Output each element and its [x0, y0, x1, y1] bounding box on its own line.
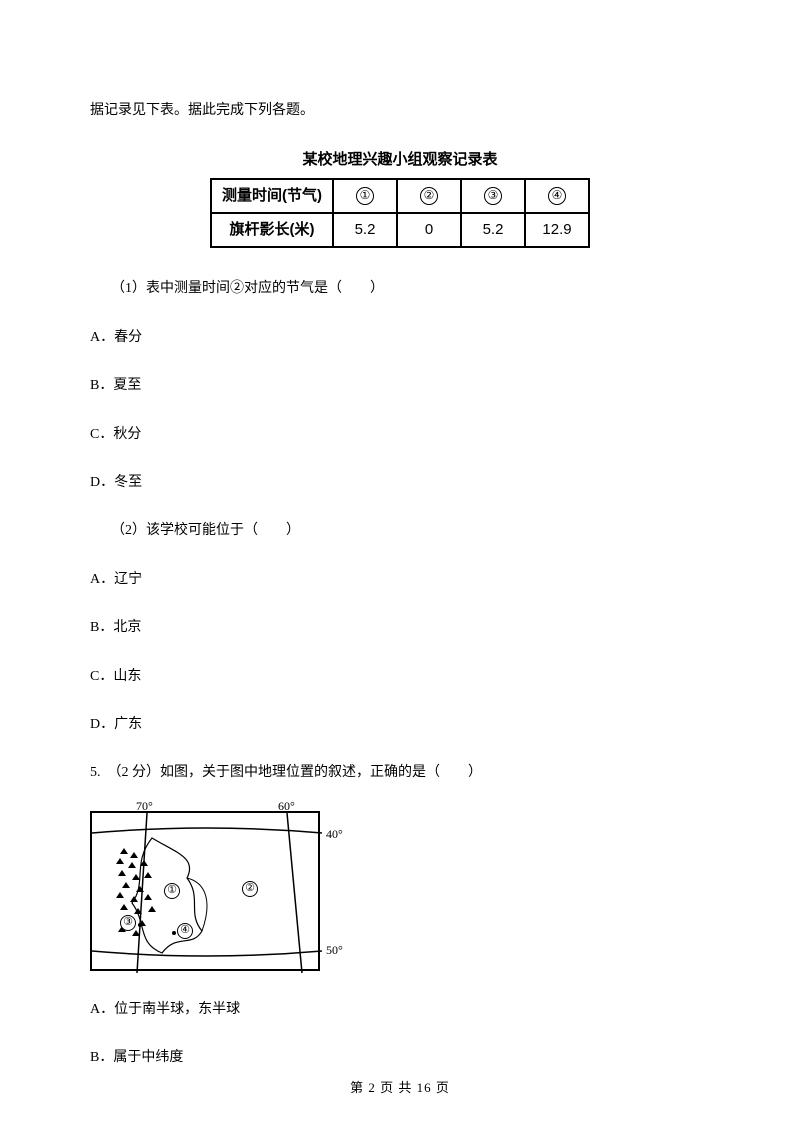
q2-stem: （2）该学校可能位于（ ）	[90, 520, 710, 542]
q1-opt-c: C．秋分	[90, 424, 710, 446]
q2-opt-c: C．山东	[90, 666, 710, 688]
val-3: 5.2	[461, 213, 525, 247]
col-4: ④	[525, 179, 589, 213]
map-mark-1: ①	[164, 883, 180, 899]
col-1: ①	[333, 179, 397, 213]
map-dot-3	[138, 923, 142, 927]
map-mark-3: ③	[120, 915, 136, 931]
lon-right-label: 60°	[278, 797, 295, 816]
map-figure: ① ② ③ ④ 70° 60° 40° 50°	[90, 811, 320, 971]
map-mark-4: ④	[177, 923, 193, 939]
table-title: 某校地理兴趣小组观察记录表	[90, 148, 710, 172]
lon-left-label: 70°	[136, 797, 153, 816]
q1-opt-d: D．冬至	[90, 472, 710, 494]
q5-stem: 5. （2 分）如图，关于图中地理位置的叙述，正确的是（ ）	[90, 762, 710, 784]
observation-table-wrap: 某校地理兴趣小组观察记录表 测量时间(节气) ① ② ③ ④ 旗杆影长(米) 5…	[90, 148, 710, 248]
intro-text: 据记录见下表。据此完成下列各题。	[90, 100, 710, 122]
observation-table: 测量时间(节气) ① ② ③ ④ 旗杆影长(米) 5.2 0 5.2 12.9	[210, 178, 590, 248]
val-4: 12.9	[525, 213, 589, 247]
map-dot-4	[172, 931, 176, 935]
q1-stem: （1）表中测量时间②对应的节气是（ ）	[90, 278, 710, 300]
page-footer: 第 2 页 共 16 页	[0, 1077, 800, 1096]
q5-opt-b: B．属于中纬度	[90, 1047, 710, 1069]
val-2: 0	[397, 213, 461, 247]
q1-opt-a: A．春分	[90, 327, 710, 349]
row1-label: 测量时间(节气)	[211, 179, 333, 213]
q2-opt-a: A．辽宁	[90, 569, 710, 591]
col-2: ②	[397, 179, 461, 213]
val-1: 5.2	[333, 213, 397, 247]
q5-opt-a: A．位于南半球，东半球	[90, 999, 710, 1021]
map-mark-2: ②	[242, 881, 258, 897]
q2-opt-b: B．北京	[90, 617, 710, 639]
lat-bottom-label: 50°	[326, 941, 343, 960]
row2-label: 旗杆影长(米)	[211, 213, 333, 247]
lat-top-label: 40°	[326, 825, 343, 844]
col-3: ③	[461, 179, 525, 213]
q2-opt-d: D．广东	[90, 714, 710, 736]
q1-opt-b: B．夏至	[90, 375, 710, 397]
